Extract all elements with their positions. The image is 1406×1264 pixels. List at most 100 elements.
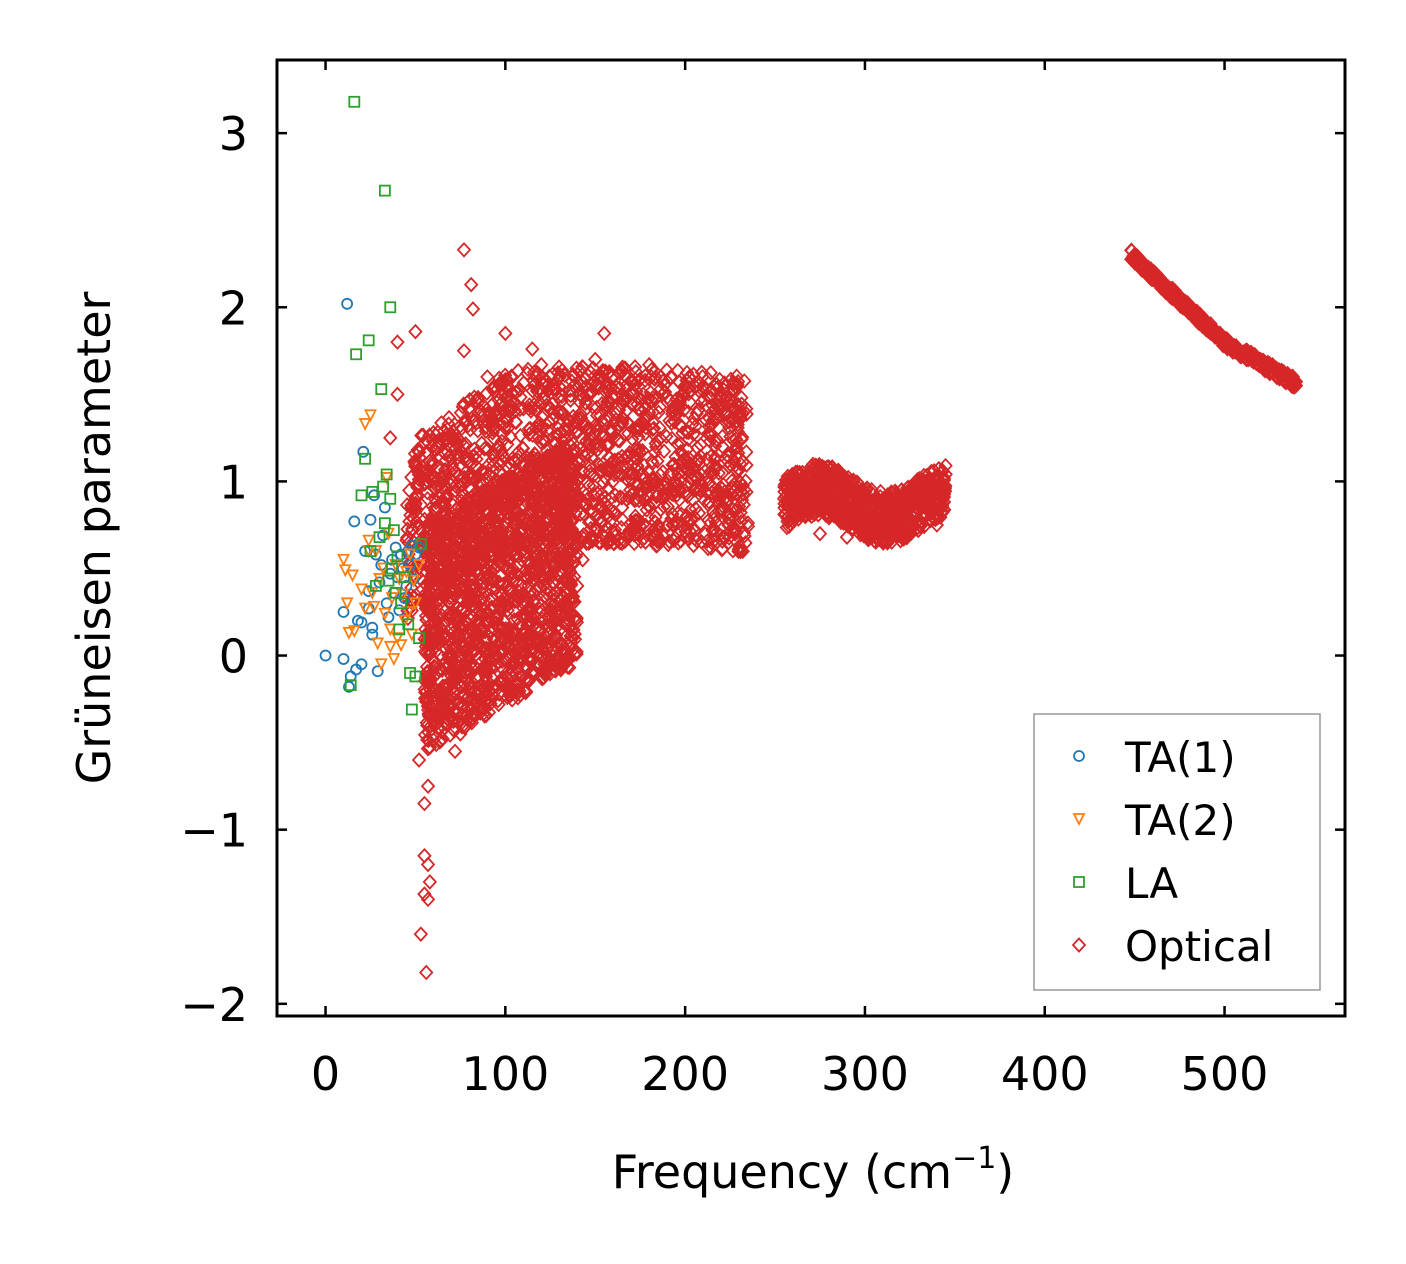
optical-point — [632, 482, 648, 498]
optical-point — [540, 564, 556, 581]
optical-point — [411, 752, 427, 768]
optical-point — [650, 517, 666, 533]
x-tick-label: 100 — [461, 1047, 549, 1101]
optical-point — [463, 560, 478, 577]
optical-point — [507, 481, 523, 497]
optical-point — [919, 477, 935, 494]
optical-point — [497, 632, 513, 648]
optical-point — [650, 533, 665, 550]
optical-point — [922, 488, 937, 505]
optical-point — [446, 562, 462, 578]
optical-point — [512, 401, 528, 418]
optical-point — [525, 466, 541, 483]
optical-point — [553, 562, 568, 579]
ta-2-point — [347, 625, 361, 639]
la-point — [391, 550, 404, 563]
optical-point — [501, 647, 516, 664]
optical-point — [717, 490, 733, 507]
optical-point — [557, 423, 572, 439]
optical-point — [448, 609, 463, 626]
la-point — [362, 334, 375, 347]
optical-point — [457, 663, 472, 680]
optical-point — [434, 540, 449, 557]
optical-point — [679, 508, 695, 524]
optical-point — [673, 474, 688, 491]
optical-point — [538, 559, 554, 576]
optical-point — [435, 580, 450, 597]
optical-point — [580, 533, 595, 550]
optical-point — [700, 469, 715, 485]
optical-point — [624, 471, 639, 488]
la-point — [373, 531, 386, 544]
optical-point — [660, 389, 675, 405]
ta-1-point — [341, 297, 354, 310]
legend-label-la: LA — [1125, 859, 1178, 908]
optical-point — [599, 394, 615, 410]
optical-point — [599, 461, 614, 478]
optical-point — [1190, 312, 1206, 329]
y-tick-label: 2 — [219, 281, 248, 335]
optical-point — [1167, 283, 1183, 299]
optical-point — [615, 396, 630, 412]
data-markers — [319, 95, 1304, 981]
optical-point — [627, 359, 643, 375]
optical-point — [1177, 294, 1192, 310]
optical-point — [936, 472, 952, 489]
optical-point — [458, 656, 474, 673]
optical-point — [677, 377, 693, 394]
optical-point — [554, 362, 570, 379]
ta-2-point — [380, 472, 394, 485]
optical-point — [419, 714, 434, 731]
optical-point — [469, 451, 484, 467]
optical-point — [543, 447, 558, 463]
optical-point — [483, 547, 498, 563]
la-point — [382, 574, 395, 587]
optical-point — [507, 656, 522, 673]
optical-point — [739, 457, 754, 473]
optical-point — [732, 405, 747, 422]
optical-point — [1193, 308, 1209, 324]
optical-point — [430, 437, 445, 454]
optical-point — [653, 381, 669, 397]
optical-point — [461, 479, 476, 496]
optical-point — [463, 276, 479, 293]
optical-point — [597, 325, 612, 342]
optical-point — [814, 467, 830, 484]
optical-point — [715, 438, 730, 455]
optical-point — [390, 386, 405, 403]
optical-point — [829, 487, 845, 503]
optical-point — [457, 496, 473, 513]
optical-point — [419, 964, 434, 981]
ta-2-point — [367, 600, 381, 614]
optical-point — [693, 448, 708, 464]
optical-point — [491, 495, 507, 511]
optical-point — [556, 513, 571, 529]
optical-point — [425, 560, 440, 577]
optical-point — [447, 582, 462, 599]
optical-point — [566, 435, 581, 452]
optical-point — [724, 478, 740, 495]
optical-point — [678, 524, 693, 540]
optical-point — [529, 620, 544, 636]
optical-point — [721, 413, 736, 430]
optical-point — [459, 625, 475, 641]
optical-point — [651, 404, 666, 421]
optical-point — [443, 673, 458, 690]
optical-point — [692, 456, 707, 472]
optical-point — [543, 569, 558, 586]
optical-point — [564, 523, 579, 540]
optical-point — [917, 505, 932, 522]
optical-point — [634, 391, 649, 408]
optical-point — [691, 401, 706, 418]
optical-point — [477, 694, 493, 711]
optical-point — [468, 445, 484, 462]
optical-point — [671, 400, 687, 416]
ta-2-point — [376, 562, 390, 576]
optical-point — [432, 488, 447, 505]
optical-point — [711, 503, 727, 519]
legend-marker-ta-1 — [1073, 750, 1085, 762]
optical-point — [567, 593, 582, 610]
optical-point — [476, 706, 491, 722]
optical-point — [701, 496, 716, 513]
